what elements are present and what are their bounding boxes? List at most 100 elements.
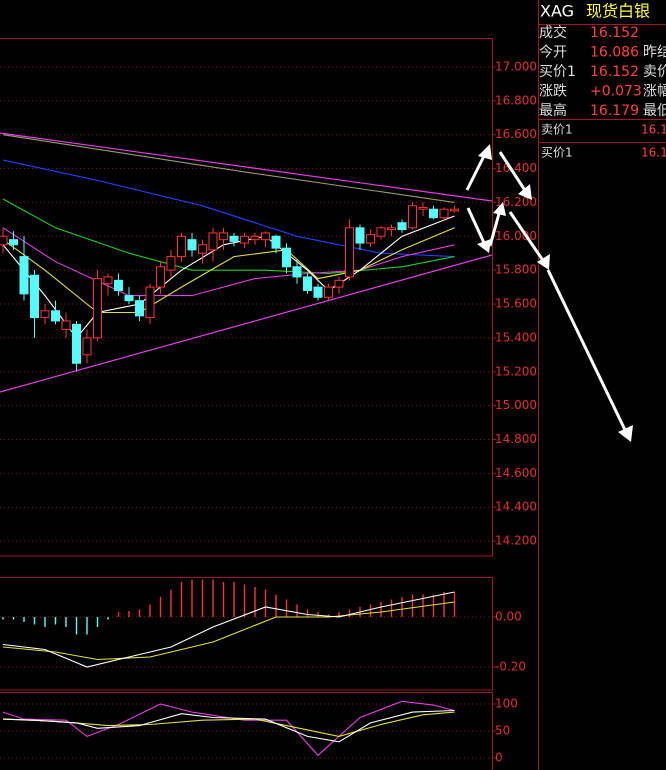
candle-body	[9, 239, 18, 246]
y-tick-label: 0.00	[495, 610, 522, 624]
y-tick-label: 16.600	[495, 127, 537, 141]
y-tick-label: 14.400	[495, 500, 537, 514]
candle-body	[250, 235, 260, 241]
candle-body	[72, 323, 81, 364]
candle-body	[124, 295, 134, 302]
candle-body	[408, 205, 417, 229]
order-book: 卖价1 16.152 买价1 16.152	[541, 123, 666, 160]
price-panel: 17.000 16.800 16.600 16.400 16.200 16.000 15.8…	[0, 59, 537, 548]
arrow-head	[518, 184, 532, 200]
y-tick-label: 50	[495, 724, 510, 738]
quote-label: 今开	[539, 45, 567, 61]
candle-body	[145, 286, 155, 319]
y-tick-label: 15.400	[495, 330, 537, 344]
candle-body	[82, 337, 92, 356]
book-value: 16.152	[641, 123, 666, 137]
macd-panel: 0.00 -0.20	[0, 579, 526, 674]
arrow-head	[478, 144, 492, 160]
candle-body	[156, 266, 165, 288]
y-tick-label: 16.800	[495, 93, 537, 107]
instrument-name: 现货白银	[586, 2, 650, 21]
quote-value: 16.152	[590, 25, 639, 41]
candle-body	[366, 234, 375, 244]
candle-body	[0, 235, 8, 246]
y-tick-label: 15.200	[495, 364, 537, 378]
indicator-line	[2, 159, 455, 258]
candle-body	[93, 278, 102, 339]
candle-body	[271, 235, 281, 249]
arrow-head	[477, 239, 491, 253]
y-tick-label: 0	[495, 751, 503, 765]
quote-label: 最低	[643, 103, 666, 119]
symbol: XAG	[540, 2, 574, 21]
quote-label: 卖价	[643, 64, 666, 80]
candle-body	[114, 279, 123, 291]
arrow	[465, 151, 488, 191]
indicator-line	[2, 227, 455, 297]
candle-body	[135, 300, 144, 317]
arrow-head	[493, 202, 506, 216]
candle-body	[397, 222, 407, 231]
candle-body	[313, 286, 323, 298]
candle-body	[376, 227, 386, 237]
y-tick-label: 14.800	[495, 432, 537, 446]
y-tick-label: 14.600	[495, 466, 537, 480]
book-label: 卖价1	[541, 123, 573, 137]
candle-body	[61, 320, 71, 330]
candle-body	[40, 310, 50, 319]
y-tick-label: 15.800	[495, 263, 537, 277]
candle-body	[303, 276, 312, 291]
indicator-line	[2, 134, 455, 203]
indicator-line	[2, 709, 455, 743]
y-tick-label: 100	[495, 696, 518, 710]
quote-value: 16.179	[590, 103, 639, 119]
arrows	[465, 151, 628, 433]
candle-body	[103, 276, 113, 285]
y-tick-label: 16.200	[495, 195, 537, 209]
candle-body	[387, 227, 396, 231]
arrow-heads	[477, 144, 633, 442]
candle-body	[345, 227, 354, 278]
candle-body	[439, 208, 449, 219]
quote-value: +0.073	[590, 84, 642, 100]
arrow	[508, 211, 546, 263]
quote-label: 成交	[539, 24, 567, 41]
arrow	[546, 269, 628, 433]
trend-line	[0, 254, 493, 393]
quote-label: 买价1	[539, 64, 576, 80]
arrow-head	[537, 254, 550, 270]
quote-label: 涨跌	[539, 84, 567, 100]
candle-body	[240, 235, 249, 244]
candle-body	[198, 244, 207, 254]
candle-body	[30, 274, 39, 319]
indicator-line	[2, 700, 455, 757]
indicator-line	[2, 215, 455, 339]
candle-body	[355, 227, 365, 244]
y-tick-label: -0.20	[495, 660, 526, 674]
y-tick-label: 15.000	[495, 398, 537, 412]
quote-value: 16.152	[590, 64, 639, 80]
candle-body	[187, 239, 197, 251]
arrow	[466, 207, 487, 246]
candle-body	[51, 310, 60, 322]
y-tick-label: 14.200	[495, 534, 537, 548]
y-tick-label: 15.600	[495, 297, 537, 311]
arrow-head	[618, 425, 633, 442]
y-tick-label: 16.400	[495, 161, 537, 175]
candle-body	[450, 208, 459, 212]
trend-line	[0, 132, 493, 202]
arrow	[488, 209, 502, 247]
indicator-line	[2, 198, 455, 275]
quote-label: 涨幅	[643, 84, 666, 100]
candle-body	[208, 232, 218, 251]
indicator-line	[2, 227, 455, 314]
indicator-line	[2, 591, 455, 668]
candle-body	[261, 232, 270, 241]
macd-frame	[0, 577, 493, 691]
candle-body	[19, 256, 29, 295]
candle-body	[324, 286, 333, 298]
candle-body	[229, 235, 239, 242]
